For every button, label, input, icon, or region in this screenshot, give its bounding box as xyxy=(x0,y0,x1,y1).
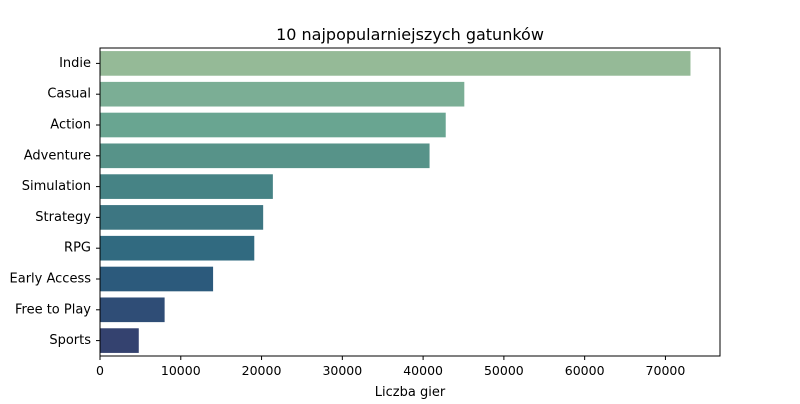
plot-frame xyxy=(99,47,721,357)
bar-action xyxy=(100,112,446,138)
bar-free-to-play xyxy=(100,297,165,323)
bar-early-access xyxy=(100,266,214,292)
y-tick-label: Casual xyxy=(47,87,91,102)
bar-adventure xyxy=(100,143,430,169)
y-tick-label: RPG xyxy=(64,241,91,256)
bar-sports xyxy=(100,328,139,353)
y-axis-ticks: Indie Casual Action Adventure Simulation Stra… xyxy=(10,56,100,348)
y-tick-label: Action xyxy=(50,118,91,133)
y-tick-label: Simulation xyxy=(22,179,91,194)
bars-layer xyxy=(100,51,691,353)
x-axis-label: Liczba gier xyxy=(375,385,446,400)
y-tick-label: Adventure xyxy=(24,148,91,163)
x-tick-label: 40000 xyxy=(403,363,443,378)
x-tick-label: 10000 xyxy=(161,363,201,378)
y-tick-label: Strategy xyxy=(35,210,91,225)
chart-title: 10 najpopularniejszych gatunków xyxy=(276,25,544,44)
x-tick-label: 20000 xyxy=(242,363,282,378)
x-tick-label: 30000 xyxy=(322,363,362,378)
y-tick-label: Free to Play xyxy=(15,302,91,317)
x-tick-label: 0 xyxy=(96,363,104,378)
x-tick-label: 60000 xyxy=(565,363,605,378)
y-tick-label: Indie xyxy=(59,56,91,71)
bar-strategy xyxy=(100,205,264,230)
y-tick-label: Sports xyxy=(49,333,91,348)
bar-rpg xyxy=(100,235,255,261)
x-axis-ticks: 0 10000 20000 30000 40000 50000 60000 70000 xyxy=(96,356,685,378)
bar-simulation xyxy=(100,174,273,199)
x-tick-label: 70000 xyxy=(646,363,686,378)
bar-indie xyxy=(100,51,691,76)
bar-casual xyxy=(100,81,465,107)
y-tick-label: Early Access xyxy=(10,272,92,287)
x-tick-label: 50000 xyxy=(484,363,524,378)
